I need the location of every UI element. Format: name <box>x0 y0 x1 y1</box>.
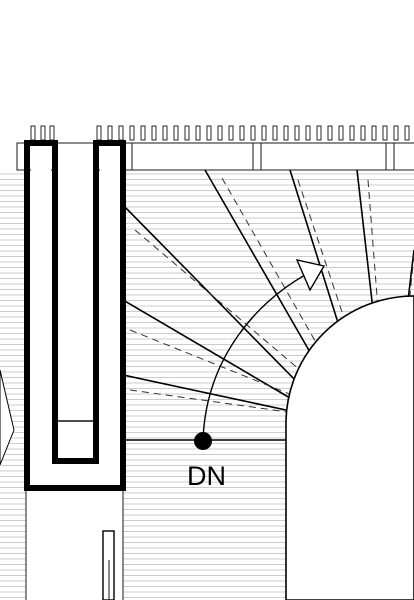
walking-line <box>202 265 323 441</box>
central-well <box>285 295 414 600</box>
start-dot <box>194 432 212 450</box>
balusters <box>30 125 410 141</box>
direction-label: DN <box>187 461 226 491</box>
direction-arrowhead <box>295 259 326 292</box>
left-wall-fragment <box>0 369 15 466</box>
tread-nosing-dashes <box>129 177 414 600</box>
wall-inner-box <box>54 420 97 462</box>
